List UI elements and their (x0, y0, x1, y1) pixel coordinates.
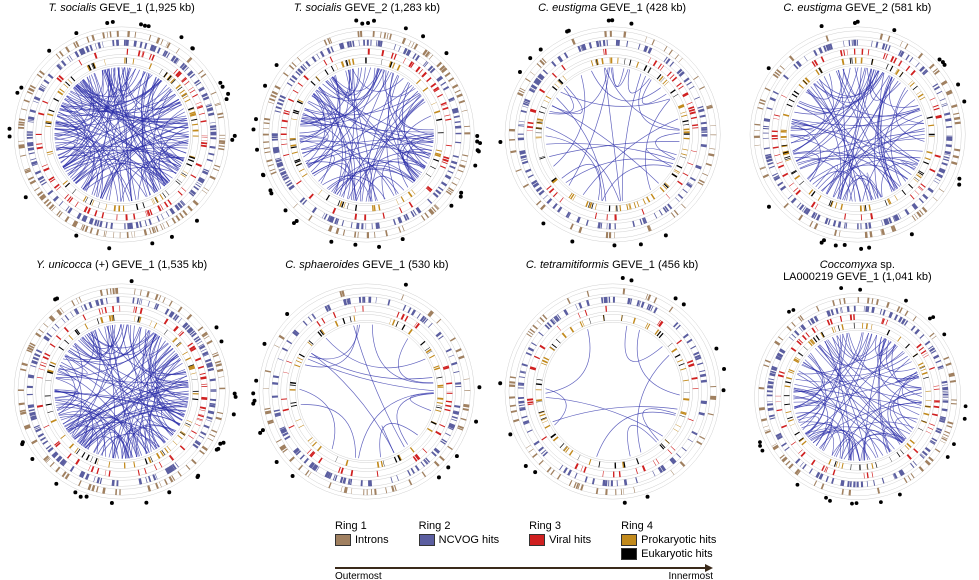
plot-cell-ccm1: Coccomyxa sp. LA000219 GEVE_1 (1,041 kb) (736, 257, 979, 510)
plot-title-ce1: C. eustigma GEVE_1 (428 kb) (491, 2, 734, 14)
circos-plot-ce2 (736, 16, 979, 253)
legend-prokaryotic: Prokaryotic hits (621, 534, 716, 546)
plot-title-ts2: T. socialis GEVE_2 (1,283 kb) (245, 2, 488, 14)
ring1-header: Ring 1 (335, 520, 389, 532)
plot-title-ce2: C. eustigma GEVE_2 (581 kb) (736, 2, 979, 14)
swatch-euk (621, 548, 637, 560)
plot-cell-ts2: T. socialis GEVE_2 (1,283 kb) (245, 0, 488, 253)
ring3-header: Ring 3 (529, 520, 591, 532)
swatch-prok (621, 534, 637, 546)
legend-viral: Viral hits (529, 534, 591, 546)
plot-cell-ce2: C. eustigma GEVE_2 (581 kb) (736, 0, 979, 253)
plot-title-ts1: T. socialis GEVE_1 (1,925 kb) (0, 2, 243, 14)
plot-title-cs1: C. sphaeroides GEVE_1 (530 kb) (245, 259, 488, 271)
circos-plot-cs1 (245, 273, 488, 510)
circos-plot-yu1 (0, 273, 243, 510)
swatch-viral (529, 534, 545, 546)
plot-cell-ct1: C. tetramitiformis GEVE_1 (456 kb) (491, 257, 734, 510)
legend-eukaryotic: Eukaryotic hits (621, 548, 716, 560)
axis-outermost-label: Outermost (335, 571, 382, 580)
circos-plot-ct1 (491, 273, 734, 510)
legend: Ring 1 Introns Ring 2 NCVOG hits Ring 3 … (335, 520, 715, 580)
circos-grid: T. socialis GEVE_1 (1,925 kb)T. socialis… (0, 0, 979, 510)
plot-title-yu1: Y. unicocca (+) GEVE_1 (1,535 kb) (0, 259, 243, 271)
legend-ncvog: NCVOG hits (419, 534, 500, 546)
swatch-introns (335, 534, 351, 546)
legend-introns: Introns (335, 534, 389, 546)
circos-plot-ts1 (0, 16, 243, 253)
swatch-ncvog (419, 534, 435, 546)
plot-cell-yu1: Y. unicocca (+) GEVE_1 (1,535 kb) (0, 257, 243, 510)
legend-axis: Outermost Innermost (335, 560, 715, 580)
plot-cell-ce1: C. eustigma GEVE_1 (428 kb) (491, 0, 734, 253)
circos-plot-ccm1 (736, 283, 979, 510)
ring4-header: Ring 4 (621, 520, 716, 532)
ring2-header: Ring 2 (419, 520, 500, 532)
plot-title-ct1: C. tetramitiformis GEVE_1 (456 kb) (491, 259, 734, 271)
circos-plot-ts2 (245, 16, 488, 253)
plot-title-ccm1: Coccomyxa sp. LA000219 GEVE_1 (1,041 kb) (736, 259, 979, 283)
plot-cell-cs1: C. sphaeroides GEVE_1 (530 kb) (245, 257, 488, 510)
plot-cell-ts1: T. socialis GEVE_1 (1,925 kb) (0, 0, 243, 253)
axis-innermost-label: Innermost (669, 571, 714, 580)
circos-plot-ce1 (491, 16, 734, 253)
